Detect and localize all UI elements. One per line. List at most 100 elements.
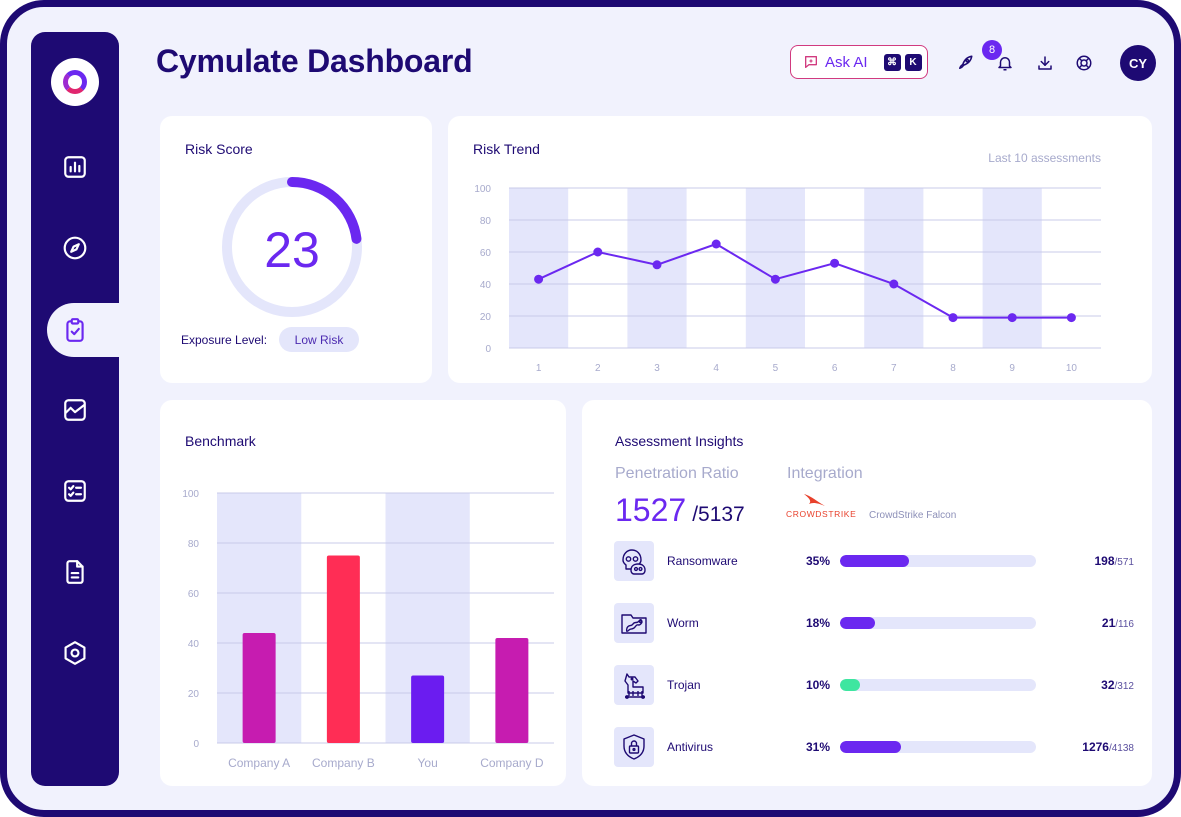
trend-point [889, 279, 899, 289]
shortcut-key-k: K [904, 53, 922, 71]
insight-row-trojan[interactable]: Trojan 10% 32/312 [614, 665, 1134, 707]
penetration-ratio-value: 1527 [615, 492, 687, 528]
crowdstrike-logo: CROWDSTRIKE [786, 492, 858, 522]
sidebar-item-reports[interactable] [51, 143, 99, 191]
insight-name: Antivirus [667, 740, 714, 754]
benchmark-chart: 0 20 40 60 80 100 Company A Company B You Company… [182, 489, 554, 770]
crowdstrike-logo-text: CROWDSTRIKE [786, 509, 857, 519]
insight-progress-bar [840, 741, 1036, 753]
sidebar-item-tasks[interactable] [51, 467, 99, 515]
ai-chat-icon [805, 56, 817, 68]
risk-trend-card: Risk Trend Last 10 assessments 0 20 40 60 80… [448, 116, 1152, 383]
sidebar-item-settings[interactable] [51, 629, 99, 677]
benchmark-bar [495, 638, 529, 743]
trend-y-tick: 60 [480, 248, 492, 259]
trend-x-tick: 3 [654, 363, 660, 374]
trend-point [830, 258, 840, 268]
exposure-level-label: Exposure Level: [181, 333, 268, 347]
trend-x-tick: 9 [1009, 363, 1015, 374]
shield-lock-icon [614, 727, 654, 767]
insight-name: Worm [667, 616, 699, 630]
trend-x-tick: 2 [595, 363, 601, 374]
risk-score-gauge: 23 [222, 177, 362, 317]
risk-trend-title: Risk Trend [473, 141, 540, 157]
notification-count-badge: 8 [982, 40, 1002, 60]
ask-ai-label: Ask AI [825, 53, 868, 71]
download-button[interactable] [1034, 52, 1056, 74]
sidebar-item-documents[interactable] [51, 548, 99, 596]
sidebar-item-assessments[interactable] [51, 306, 99, 354]
assessment-insights-card: Assessment Insights Penetration Ratio 15… [582, 400, 1152, 786]
trend-point [770, 274, 780, 284]
risk-score-gauge-arc [287, 177, 362, 244]
risk-score-value: 23 [264, 222, 320, 278]
benchmark-bar [411, 675, 445, 743]
trend-x-tick: 6 [832, 363, 838, 374]
insight-count: 32/312 [1101, 678, 1134, 692]
bell-icon [998, 57, 1012, 71]
insight-row-ransomware[interactable]: Ransomware 35% 198/571 [614, 541, 1134, 583]
benchmark-y-tick: 80 [188, 539, 200, 550]
sidebar-item-explore[interactable] [51, 224, 99, 272]
risk-score-card: Risk Score 23 Exposure Level: Low Risk [160, 116, 432, 383]
settings-hexagon-icon [64, 641, 86, 665]
integration-name: CrowdStrike Falcon [869, 510, 957, 521]
sidebar-active-indicator [47, 303, 143, 357]
benchmark-y-tick: 100 [182, 489, 199, 500]
penetration-ratio: 1527 /5137 [615, 492, 745, 529]
insight-progress-bar [840, 555, 1036, 567]
trend-x-tick: 1 [536, 363, 542, 374]
benchmark-bar [242, 633, 276, 743]
benchmark-bar [326, 555, 360, 743]
trend-y-tick: 40 [480, 280, 492, 291]
trend-y-tick: 20 [480, 312, 492, 323]
ask-ai-button[interactable]: Ask AI ⌘ K [790, 45, 928, 79]
insight-percent: 35% [805, 554, 830, 568]
falcon-icon [804, 494, 825, 506]
insight-percent: 31% [805, 740, 830, 754]
help-button[interactable] [1073, 52, 1095, 74]
cymulate-logo[interactable] [51, 58, 99, 106]
trend-point [1066, 313, 1076, 323]
insight-row-worm[interactable]: Worm 18% 21/116 [614, 603, 1134, 645]
trend-y-tick: 100 [474, 184, 491, 195]
benchmark-y-tick: 0 [193, 739, 199, 750]
insight-progress-bar [840, 679, 1036, 691]
benchmark-card: Benchmark 0 20 40 60 80 100 Company A Company B… [160, 400, 566, 786]
trend-point [948, 313, 958, 323]
insight-count: 1276/4138 [1082, 740, 1134, 754]
trend-point [534, 274, 544, 284]
trend-point [652, 260, 662, 270]
trend-x-tick: 8 [950, 363, 956, 374]
insight-name: Trojan [667, 678, 701, 692]
integration-label: Integration [787, 465, 863, 482]
insight-row-antivirus[interactable]: Antivirus 31% 1276/4138 [614, 727, 1134, 769]
lifebuoy-icon [1076, 55, 1092, 71]
sidebar-item-analytics[interactable] [51, 386, 99, 434]
trojan-horse-icon [614, 665, 654, 705]
trend-column-band [864, 188, 924, 348]
sidebar [31, 32, 143, 786]
bar-chart-icon [64, 156, 86, 178]
risk-score-title: Risk Score [185, 141, 253, 157]
benchmark-title: Benchmark [185, 433, 256, 449]
user-avatar[interactable]: CY [1120, 45, 1156, 81]
penetration-ratio-label: Penetration Ratio [615, 465, 739, 482]
benchmark-y-tick: 40 [188, 639, 200, 650]
trend-y-tick: 0 [485, 344, 491, 355]
clipboard-check-icon [66, 318, 84, 342]
launch-button[interactable] [954, 52, 976, 74]
rocket-icon [959, 55, 973, 69]
trend-x-tick: 5 [773, 363, 779, 374]
benchmark-x-tick: You [418, 756, 438, 770]
trend-x-tick: 4 [713, 363, 719, 374]
risk-trend-chart: 0 20 40 60 80 100 1 2 3 4 5 6 7 8 9 10 [474, 184, 1101, 374]
trend-point [1007, 313, 1017, 323]
trend-x-tick: 10 [1066, 363, 1078, 374]
trend-x-tick: 7 [891, 363, 897, 374]
notifications-button[interactable] [994, 52, 1016, 74]
insight-percent: 18% [805, 616, 830, 630]
shortcut-key-cmd: ⌘ [883, 53, 901, 71]
insight-progress-fill [840, 555, 909, 567]
